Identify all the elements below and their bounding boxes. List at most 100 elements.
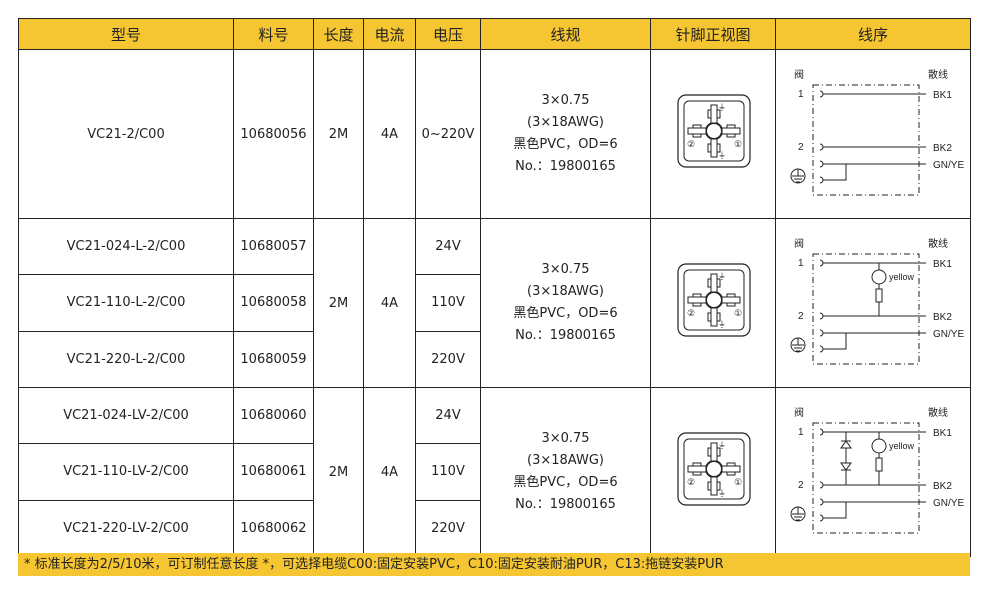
svg-text:①: ① bbox=[734, 308, 742, 318]
wiring-cell: 阀 散线 1 2 yellow BK1 BK2 GN/YE bbox=[775, 218, 971, 388]
model-cell: VC21-220-L-2/C00 bbox=[18, 330, 234, 389]
svg-text:①: ① bbox=[734, 477, 742, 487]
svg-text:阀: 阀 bbox=[794, 237, 804, 250]
table-row: VC21-024-LV-2/C00 10680060 2M 4A 24V 3×0.7… bbox=[18, 386, 971, 557]
cable-material: 黑色PVC，OD=6 bbox=[513, 137, 618, 152]
svg-text:2: 2 bbox=[798, 142, 804, 153]
cable-size: 3×0.75 bbox=[541, 262, 590, 277]
cable-spec-cell: 3×0.75 (3×18AWG) 黑色PVC，OD=6 No.：19800165 bbox=[480, 387, 651, 557]
current-cell: 4A bbox=[363, 387, 416, 557]
table-row: VC21-024-L-2/C00 10680057 2M 4A 24V 3×0.75… bbox=[18, 217, 971, 388]
part-number-cell: 10680057 bbox=[233, 217, 314, 276]
column-header: 电压 bbox=[415, 18, 481, 50]
svg-text:①: ① bbox=[734, 139, 742, 149]
part-number-cell: 10680056 bbox=[233, 49, 314, 219]
svg-text:BK1: BK1 bbox=[933, 90, 952, 101]
pin-view-cell: ⏚ ⏚ ② ① bbox=[650, 49, 776, 219]
cable-spec-cell: 3×0.75 (3×18AWG) 黑色PVC，OD=6 No.：19800165 bbox=[480, 49, 651, 219]
pin-view-cell: ⏚ ⏚ ② ① bbox=[650, 218, 776, 388]
cable-awg: (3×18AWG) bbox=[527, 115, 604, 130]
cable-size: 3×0.75 bbox=[541, 431, 590, 446]
column-header: 型号 bbox=[18, 18, 234, 50]
column-header: 线规 bbox=[480, 18, 651, 50]
column-header: 电流 bbox=[363, 18, 416, 50]
svg-text:②: ② bbox=[687, 308, 695, 318]
svg-text:BK2: BK2 bbox=[933, 312, 952, 323]
cable-number: No.：19800165 bbox=[515, 159, 616, 174]
cable-awg: (3×18AWG) bbox=[527, 453, 604, 468]
svg-text:散线: 散线 bbox=[928, 406, 948, 419]
part-number-cell: 10680059 bbox=[233, 330, 314, 389]
svg-text:⏚: ⏚ bbox=[718, 103, 726, 112]
column-header: 线序 bbox=[775, 18, 971, 50]
svg-text:2: 2 bbox=[798, 480, 804, 491]
cable-awg: (3×18AWG) bbox=[527, 284, 604, 299]
cable-spec-cell: 3×0.75 (3×18AWG) 黑色PVC，OD=6 No.：19800165 bbox=[480, 218, 651, 388]
table-row: VC21-220-L-2/C00 10680059 220V bbox=[18, 330, 971, 389]
svg-text:②: ② bbox=[687, 477, 695, 487]
svg-text:⏚: ⏚ bbox=[718, 272, 726, 281]
svg-text:BK1: BK1 bbox=[933, 259, 952, 270]
cable-number: No.：19800165 bbox=[515, 328, 616, 343]
table-row: VC21-110-LV-2/C00 10680061 110V bbox=[18, 443, 971, 501]
svg-text:散线: 散线 bbox=[928, 68, 948, 81]
part-number-cell: 10680058 bbox=[233, 274, 314, 332]
table-row: VC21-2/C00 10680056 2M 4A 0~220V 3×0.75 (3… bbox=[18, 49, 971, 219]
model-cell: VC21-024-L-2/C00 bbox=[18, 217, 234, 276]
svg-text:GN/YE: GN/YE bbox=[933, 498, 964, 509]
pin-face-diagram: ⏚ ⏚ ② ① bbox=[677, 94, 751, 168]
part-number-cell: 10680061 bbox=[233, 443, 314, 501]
wiring-cell: 阀 散线 1 2 BK1 BK2 GN/YE bbox=[775, 49, 971, 219]
svg-text:⏚: ⏚ bbox=[718, 441, 726, 450]
current-cell: 4A bbox=[363, 49, 416, 219]
voltage-cell: 110V bbox=[415, 274, 481, 332]
product-table: 型号 料号 长度 电流 电压 线规 针脚正视图 线序 VC21-2/C00 10680056 2… bbox=[18, 18, 971, 558]
svg-text:②: ② bbox=[687, 139, 695, 149]
svg-text:阀: 阀 bbox=[794, 68, 804, 81]
model-cell: VC21-220-LV-2/C00 bbox=[18, 499, 234, 558]
pin-face-diagram: ⏚ ⏚ ② ① bbox=[677, 263, 751, 337]
svg-text:BK1: BK1 bbox=[933, 428, 952, 439]
voltage-cell: 0~220V bbox=[415, 49, 481, 219]
length-cell: 2M bbox=[313, 218, 364, 388]
svg-text:1: 1 bbox=[798, 258, 804, 269]
svg-text:GN/YE: GN/YE bbox=[933, 160, 964, 171]
column-header: 料号 bbox=[233, 18, 314, 50]
model-cell: VC21-110-LV-2/C00 bbox=[18, 443, 234, 501]
model-cell: VC21-024-LV-2/C00 bbox=[18, 386, 234, 445]
svg-text:BK2: BK2 bbox=[933, 143, 952, 154]
pin-face-diagram: ⏚ ⏚ ② ① bbox=[677, 432, 751, 506]
svg-text:⏚: ⏚ bbox=[718, 489, 726, 498]
svg-text:⏚: ⏚ bbox=[718, 320, 726, 329]
length-cell: 2M bbox=[313, 49, 364, 219]
svg-text:GN/YE: GN/YE bbox=[933, 329, 964, 340]
current-cell: 4A bbox=[363, 218, 416, 388]
column-header: 长度 bbox=[313, 18, 364, 50]
column-header: 针脚正视图 bbox=[650, 18, 776, 50]
svg-text:BK2: BK2 bbox=[933, 481, 952, 492]
footer-note: * 标准长度为2/5/10米，可订制任意长度 *，可选择电缆C00:固定安装PV… bbox=[18, 553, 970, 576]
model-cell: VC21-110-L-2/C00 bbox=[18, 274, 234, 332]
header-row: 型号 料号 长度 电流 电压 线规 针脚正视图 线序 bbox=[18, 18, 971, 50]
part-number-cell: 10680060 bbox=[233, 386, 314, 445]
svg-text:yellow: yellow bbox=[889, 441, 915, 451]
wiring-diagram: 阀 散线 1 2 yellow BK1 BK2 GN/YE bbox=[790, 237, 964, 365]
svg-text:散线: 散线 bbox=[928, 237, 948, 250]
model-cell: VC21-2/C00 bbox=[18, 49, 234, 219]
svg-text:阀: 阀 bbox=[794, 406, 804, 419]
svg-text:1: 1 bbox=[798, 427, 804, 438]
voltage-cell: 220V bbox=[415, 499, 481, 558]
svg-text:yellow: yellow bbox=[889, 272, 915, 282]
svg-text:⏚: ⏚ bbox=[718, 151, 726, 160]
part-number-cell: 10680062 bbox=[233, 499, 314, 558]
cable-material: 黑色PVC，OD=6 bbox=[513, 306, 618, 321]
wiring-diagram: 阀 散线 1 2 yellow BK1 BK2 GN/YE bbox=[790, 406, 964, 534]
cable-material: 黑色PVC，OD=6 bbox=[513, 475, 618, 490]
voltage-cell: 24V bbox=[415, 386, 481, 445]
pin-view-cell: ⏚ ⏚ ② ① bbox=[650, 387, 776, 557]
svg-text:1: 1 bbox=[798, 89, 804, 100]
svg-text:2: 2 bbox=[798, 311, 804, 322]
table-row: VC21-220-LV-2/C00 10680062 220V bbox=[18, 499, 971, 558]
voltage-cell: 220V bbox=[415, 330, 481, 389]
voltage-cell: 24V bbox=[415, 217, 481, 276]
